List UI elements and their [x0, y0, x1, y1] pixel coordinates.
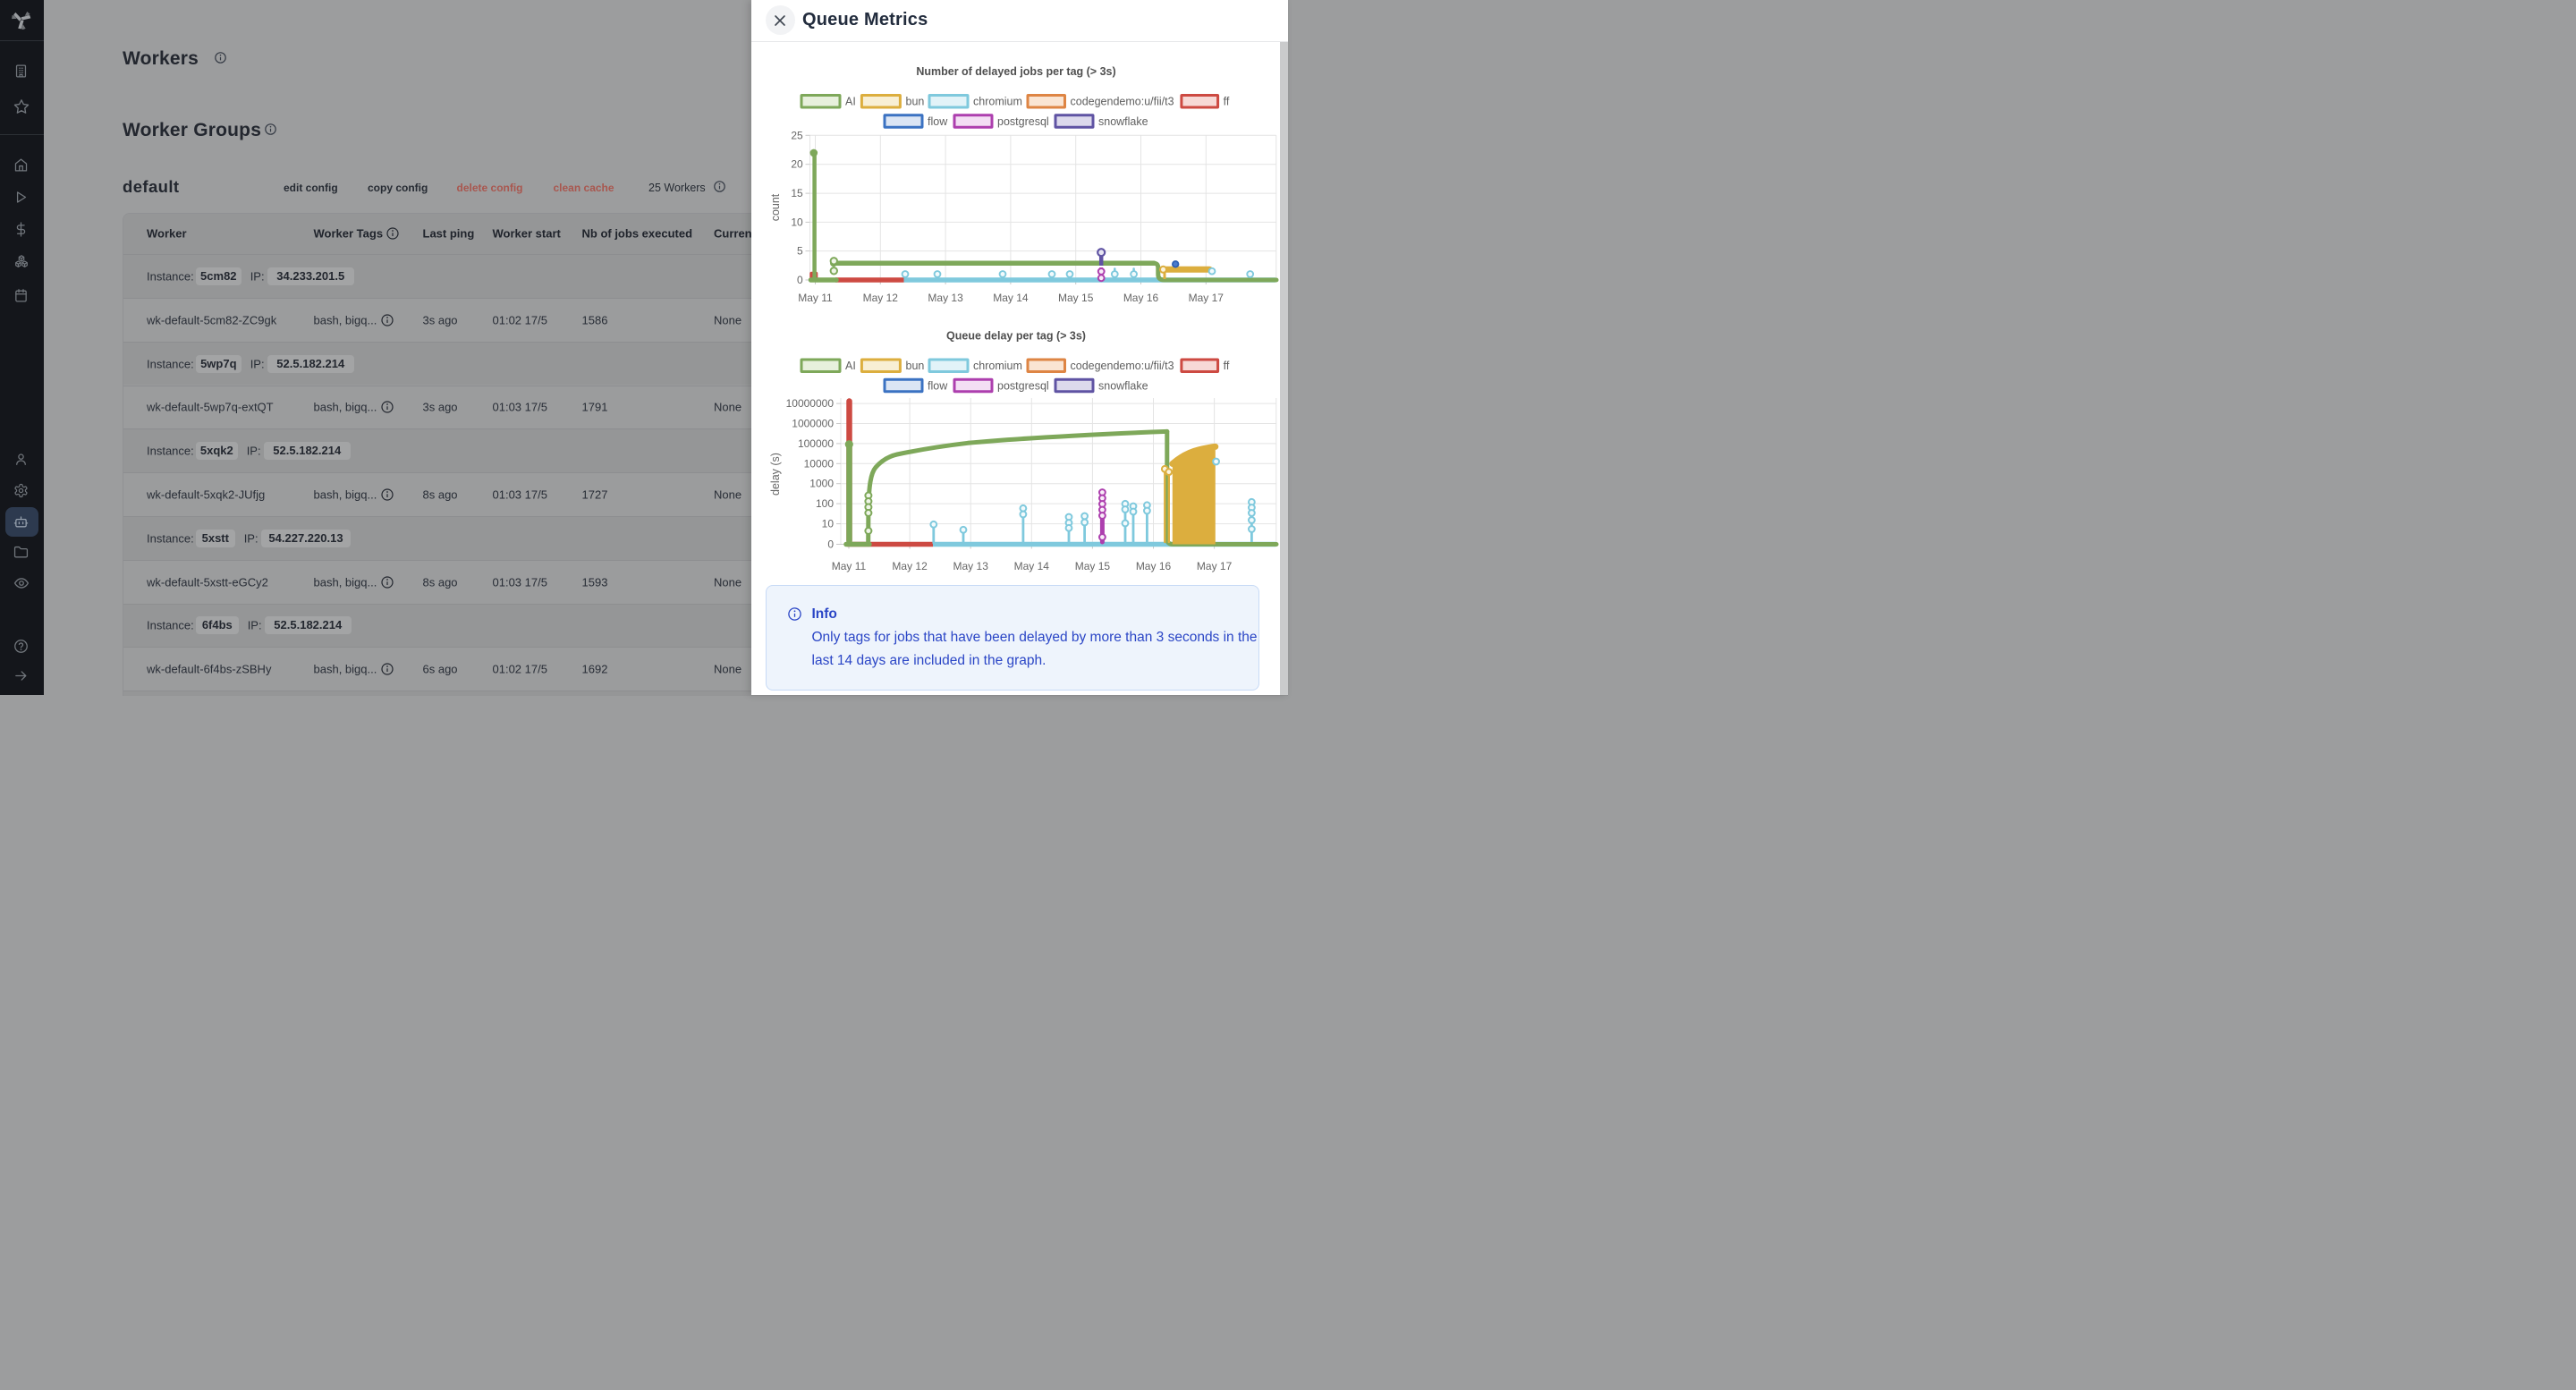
svg-text:May 14: May 14	[1014, 560, 1050, 572]
svg-text:ff: ff	[1224, 96, 1230, 108]
svg-text:25: 25	[791, 129, 803, 141]
svg-text:count: count	[769, 193, 782, 221]
svg-text:postgresql: postgresql	[997, 115, 1049, 128]
svg-text:snowflake: snowflake	[1098, 115, 1148, 128]
svg-text:postgresql: postgresql	[997, 380, 1049, 393]
svg-text:5: 5	[797, 245, 803, 258]
svg-text:codegendemo:u/fii/t3: codegendemo:u/fii/t3	[1071, 96, 1174, 108]
svg-text:ff: ff	[1224, 360, 1230, 372]
svg-text:Number of delayed jobs per tag: Number of delayed jobs per tag (> 3s)	[916, 65, 1115, 78]
svg-text:flow: flow	[928, 380, 948, 393]
svg-text:codegendemo:u/fii/t3: codegendemo:u/fii/t3	[1071, 360, 1174, 372]
svg-text:delay (s): delay (s)	[769, 453, 782, 496]
svg-text:100: 100	[816, 497, 834, 510]
svg-text:10: 10	[822, 518, 835, 530]
svg-text:100000: 100000	[798, 437, 834, 450]
svg-text:May 16: May 16	[1136, 560, 1172, 572]
svg-text:May 13: May 13	[953, 560, 989, 572]
svg-text:May 12: May 12	[863, 292, 899, 304]
svg-text:1000000: 1000000	[792, 418, 834, 430]
svg-text:10: 10	[791, 216, 803, 228]
svg-text:1000: 1000	[809, 478, 834, 490]
svg-text:May 17: May 17	[1197, 560, 1233, 572]
svg-text:May 15: May 15	[1075, 560, 1111, 572]
svg-text:bun: bun	[906, 360, 925, 372]
svg-text:15: 15	[791, 187, 803, 199]
svg-text:AI: AI	[845, 96, 856, 108]
svg-text:10000000: 10000000	[786, 397, 835, 410]
svg-text:0: 0	[827, 538, 834, 551]
svg-text:May 14: May 14	[993, 292, 1029, 304]
svg-text:May 13: May 13	[928, 292, 963, 304]
svg-text:May 15: May 15	[1058, 292, 1094, 304]
svg-text:bun: bun	[906, 96, 925, 108]
svg-text:0: 0	[797, 274, 803, 286]
svg-text:May 11: May 11	[832, 560, 867, 572]
svg-text:snowflake: snowflake	[1098, 380, 1148, 393]
svg-text:chromium: chromium	[973, 96, 1022, 108]
svg-text:May 16: May 16	[1123, 292, 1159, 304]
svg-text:May 12: May 12	[892, 560, 928, 572]
svg-text:May 17: May 17	[1189, 292, 1224, 304]
svg-text:20: 20	[791, 158, 803, 171]
svg-text:May 11: May 11	[798, 292, 833, 304]
svg-text:flow: flow	[928, 115, 948, 128]
svg-text:Queue delay per tag (> 3s): Queue delay per tag (> 3s)	[946, 330, 1086, 343]
svg-text:10000: 10000	[804, 457, 835, 470]
svg-text:AI: AI	[845, 360, 856, 372]
svg-text:chromium: chromium	[973, 360, 1022, 372]
